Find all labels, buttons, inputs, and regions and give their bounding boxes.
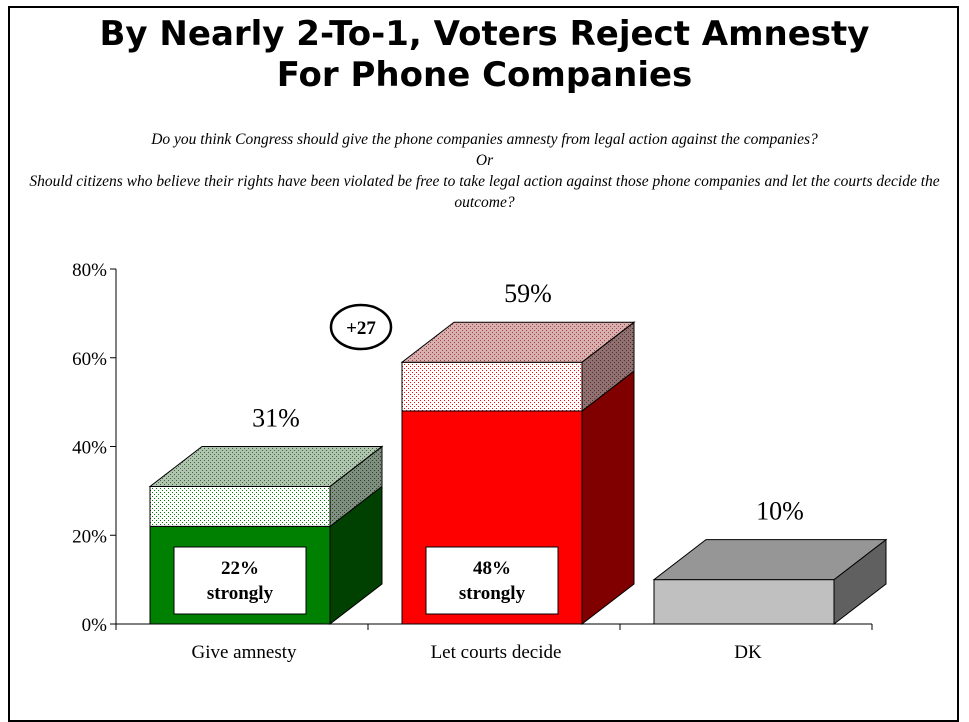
bar-somewhat-front: [401, 361, 583, 412]
y-tick-label: 60%: [72, 349, 107, 370]
bar-front: [653, 579, 835, 625]
bar-somewhat-front: [149, 485, 331, 527]
strongly-box: [425, 546, 559, 615]
y-tick-label: 80%: [72, 260, 107, 281]
title-line-1: By Nearly 2-To-1, Voters Reject Amnesty: [99, 14, 870, 54]
strongly-word: strongly: [459, 583, 526, 604]
x-category-label: Let courts decide: [431, 642, 562, 663]
question-line-2: Should citizens who believe their rights…: [29, 173, 940, 211]
bar-strongly-side: [581, 369, 635, 626]
strongly-word: strongly: [207, 583, 274, 604]
bar-top: [652, 539, 888, 581]
title-line-2: For Phone Companies: [276, 55, 693, 95]
y-tick-label: 40%: [72, 438, 107, 459]
y-tick-label: 20%: [72, 526, 107, 547]
labels-group: 31% 22% strongly Give amnesty 59% 48% strongly…: [173, 279, 804, 663]
chart-title: By Nearly 2-To-1, Voters Reject Amnesty …: [0, 14, 969, 96]
value-label: 59%: [504, 279, 552, 308]
x-category-label: DK: [734, 642, 762, 663]
bar-top: [148, 445, 384, 487]
margin-badge-circle: [329, 303, 393, 351]
x-category-label: Give amnesty: [191, 642, 297, 663]
y-tick-label: 0%: [82, 615, 108, 636]
margin-badge-label: +27: [346, 318, 376, 339]
strongly-percent: 22%: [221, 558, 259, 579]
question-or: Or: [475, 152, 494, 169]
survey-question: Do you think Congress should give the ph…: [20, 129, 949, 213]
bar-top: [400, 321, 636, 363]
bar-3: [652, 538, 888, 626]
value-label: 10%: [756, 497, 804, 526]
value-label: 31%: [252, 403, 300, 432]
strongly-percent: 48%: [473, 558, 511, 579]
question-line-1: Do you think Congress should give the ph…: [151, 131, 818, 148]
strongly-box: [173, 546, 307, 615]
